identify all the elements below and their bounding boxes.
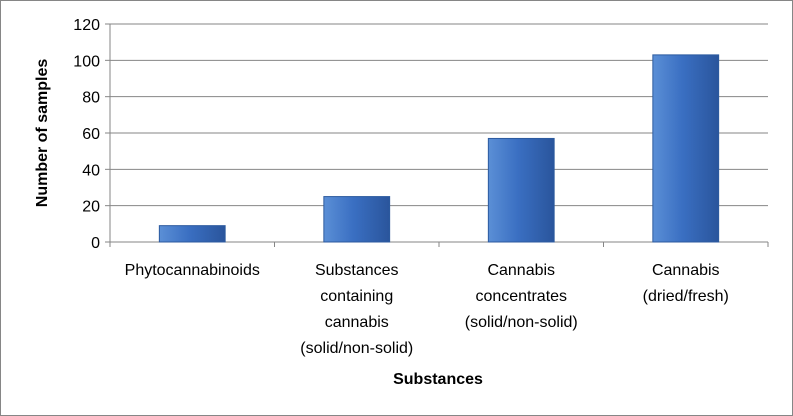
x-axis-title: Substances [393,371,483,388]
y-axis-title: Number of samples [34,59,51,208]
y-tick-label: 0 [91,235,100,252]
x-tick-label-line: concentrates [475,288,567,305]
y-tick-label: 80 [82,90,100,107]
bar-1 [158,225,226,243]
y-tick-label: 60 [82,126,100,143]
x-tick-label-line: (dried/fresh) [643,288,729,305]
x-tick-label-line: Phytocannabinoids [125,262,260,279]
bar-2 [323,196,391,243]
y-tick-label: 20 [82,199,100,216]
x-tick-label: Cannabis (dried/fresh) [643,262,729,305]
bar-4 [652,54,720,243]
x-tick-label-line: (solid/non-solid) [300,340,413,357]
x-tick-label: Phytocannabinoids [125,262,260,279]
y-tick-labels: 0 20 40 60 80 100 120 [73,17,100,252]
x-tick-label-line: (solid/non-solid) [465,314,578,331]
y-tick-label: 100 [73,53,100,70]
x-tick-label-line: Substances [315,262,399,279]
x-tick-label-line: Cannabis [652,262,720,279]
x-tick-labels: Phytocannabinoids Substances containing can… [125,262,729,357]
x-tick-label-line: containing [320,288,393,305]
x-tick-label-line: Cannabis [487,262,555,279]
bar-3 [487,137,555,243]
x-tick-label: Cannabis concentrates (solid/non-solid) [465,262,578,331]
y-tick-label: 40 [82,162,100,179]
y-tick-label: 120 [73,17,100,34]
x-tick-label: Substances containing cannabis (solid/non-s… [300,262,413,357]
bars [158,54,720,243]
x-tick-label-line: cannabis [325,314,389,331]
